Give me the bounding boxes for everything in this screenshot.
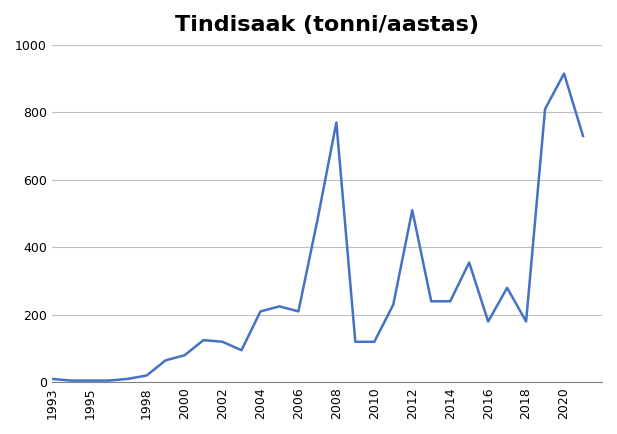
Title: Tindisaak (tonni/aastas): Tindisaak (tonni/aastas) xyxy=(175,15,479,35)
